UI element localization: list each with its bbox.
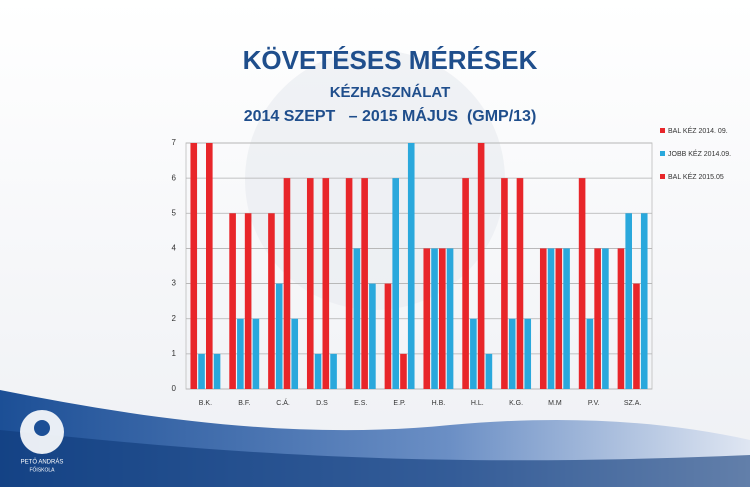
logo-text: PETŐ ANDRÁS <box>21 459 64 466</box>
bar <box>369 283 376 389</box>
bar <box>625 213 633 389</box>
bar <box>252 318 260 389</box>
bar <box>400 353 407 389</box>
legend-swatch <box>660 174 665 179</box>
bar <box>275 283 283 389</box>
y-tick-label: 2 <box>172 314 177 323</box>
logo-mark <box>34 420 50 436</box>
bar <box>539 248 547 389</box>
bar <box>640 213 648 389</box>
bar <box>446 248 454 389</box>
wave-dark <box>0 430 750 487</box>
bar <box>353 248 361 389</box>
logo: PETŐ ANDRÁS FŐISKOLA <box>20 410 64 473</box>
bar <box>555 248 563 389</box>
bar <box>392 178 400 389</box>
bar <box>617 248 625 389</box>
x-tick-label: B.F. <box>238 400 250 407</box>
bar <box>462 178 469 389</box>
bar <box>633 283 640 389</box>
y-tick-label: 6 <box>172 173 177 182</box>
y-tick-label: 4 <box>172 244 177 253</box>
bar <box>205 143 213 389</box>
x-tick-label: P.V. <box>588 400 600 407</box>
bar <box>578 178 586 389</box>
bar <box>563 248 570 389</box>
legend-swatch <box>660 128 665 133</box>
x-tick-label: E.S. <box>354 400 367 407</box>
x-tick-label: M.M <box>548 400 562 407</box>
bar <box>501 178 508 389</box>
x-tick-label: C.Á. <box>276 398 290 407</box>
bar <box>524 318 532 389</box>
bar <box>602 248 609 389</box>
bar <box>314 353 322 389</box>
bar <box>431 248 438 389</box>
bar <box>306 178 314 389</box>
bar <box>190 143 198 389</box>
bar <box>330 353 337 389</box>
x-tick-label: H.L. <box>471 400 484 407</box>
bar <box>485 353 493 389</box>
x-tick-label: K.G. <box>509 400 523 407</box>
legend-label: BAL KÉZ 2015.05 <box>668 172 724 181</box>
legend-label: JOBB KÉZ 2014.09. <box>668 149 731 158</box>
legend-label: BAL KÉZ 2014. 09. <box>668 126 728 135</box>
bar <box>237 318 244 389</box>
x-tick-label: E.P. <box>393 400 405 407</box>
bar <box>345 178 353 389</box>
chart-subtitle: 2014 SZEPT – 2015 MÁJUS (GMP/13) <box>244 106 537 125</box>
x-tick-label: SZ.A. <box>624 400 642 407</box>
x-tick-label: H.B. <box>432 400 446 407</box>
bar <box>407 143 415 389</box>
bar <box>213 353 221 389</box>
x-tick-label: D.S <box>316 400 328 407</box>
bar <box>594 248 601 389</box>
legend-swatch <box>660 151 665 156</box>
bar <box>470 318 477 389</box>
bar <box>361 178 368 389</box>
bar <box>508 318 516 389</box>
chart-title: KÖVETÉSES MÉRÉSEK <box>243 45 538 75</box>
y-tick-label: 5 <box>172 208 177 217</box>
bar <box>423 248 431 389</box>
logo-text: FŐISKOLA <box>29 466 55 473</box>
bar <box>438 248 446 389</box>
bar <box>322 178 330 389</box>
bar <box>268 213 275 389</box>
bar <box>244 213 252 389</box>
y-tick-label: 1 <box>172 349 177 358</box>
bar <box>198 353 205 389</box>
y-tick-label: 0 <box>172 384 177 393</box>
chart-subtitle: KÉZHASZNÁLAT <box>330 84 451 101</box>
y-tick-label: 7 <box>172 138 177 147</box>
bar <box>477 143 485 389</box>
bar <box>229 213 236 389</box>
bar <box>291 318 299 389</box>
bar <box>547 248 555 389</box>
y-tick-label: 3 <box>172 279 177 288</box>
bar <box>586 318 594 389</box>
bar <box>516 178 524 389</box>
x-tick-label: B.K. <box>199 400 212 407</box>
bar <box>384 283 392 389</box>
bar <box>283 178 291 389</box>
